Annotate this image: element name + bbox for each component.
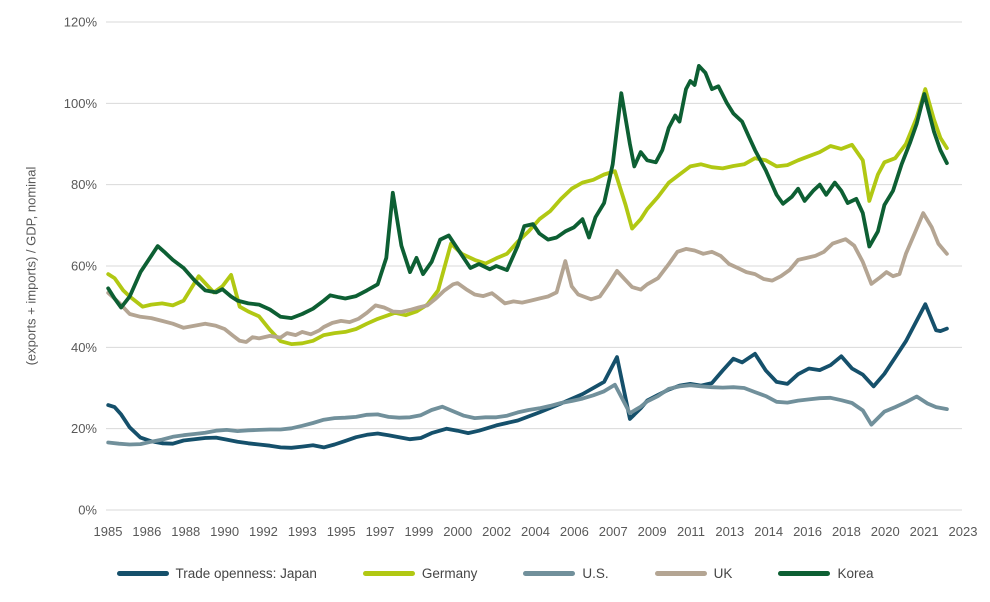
x-tick-label: 2021 <box>910 524 939 539</box>
x-tick-label: 2002 <box>482 524 511 539</box>
x-tick-label: 2011 <box>677 524 705 539</box>
legend-swatch-uk <box>654 571 707 576</box>
legend-item-u-s: U.S. <box>523 566 609 581</box>
legend-swatch-trade-openness-japan <box>116 571 169 576</box>
x-tick-label: 2009 <box>638 524 667 539</box>
x-tick-label: 1988 <box>171 524 200 539</box>
y-tick-label: 40% <box>71 340 97 355</box>
legend-swatch-u-s <box>523 571 576 576</box>
legend-label-korea: Korea <box>837 566 874 581</box>
y-tick-labels: 0% 20% 40% 60% 80% 100% 120% <box>64 15 98 518</box>
x-tick-label: 2000 <box>443 524 472 539</box>
y-tick-label: 80% <box>71 177 97 192</box>
x-tick-label: 1990 <box>210 524 239 539</box>
series-line-u-s <box>106 382 949 447</box>
legend-label-trade-openness-japan: Trade openness: Japan <box>175 566 317 581</box>
y-axis-title: (exports + imports) / GDP, nominal <box>23 166 39 366</box>
y-tick-label: 60% <box>71 259 97 274</box>
legend-item-uk: UK <box>654 566 733 581</box>
x-tick-label: 1999 <box>404 524 433 539</box>
x-tick-label: 1992 <box>249 524 278 539</box>
series-line-germany <box>106 87 949 347</box>
legend: Trade openness: Japan Germany U.S. UK Korea <box>0 566 990 581</box>
x-tick-label: 2023 <box>949 524 978 539</box>
x-tick-labels: 1985 1986 1988 1990 1992 1993 1995 1997 1999 2000… <box>94 524 978 539</box>
legend-label-uk: UK <box>713 566 733 581</box>
legend-item-korea: Korea <box>778 566 873 581</box>
legend-item-germany: Germany <box>362 566 478 581</box>
legend-swatch-korea <box>778 571 831 576</box>
x-tick-label: 2013 <box>715 524 744 539</box>
y-tick-label: 120% <box>64 15 98 30</box>
x-tick-label: 1995 <box>327 524 356 539</box>
x-tick-label: 2018 <box>832 524 861 539</box>
y-tick-label: 20% <box>71 421 97 436</box>
legend-label-germany: Germany <box>421 566 478 581</box>
x-tick-label: 2020 <box>871 524 900 539</box>
x-tick-label: 1986 <box>132 524 161 539</box>
x-tick-label: 1985 <box>94 524 123 539</box>
y-tick-label: 0% <box>78 503 97 518</box>
legend-item-trade-openness-japan: Trade openness: Japan <box>116 566 317 581</box>
series-lines <box>106 64 949 450</box>
gridlines <box>106 21 962 511</box>
x-tick-label: 2007 <box>599 524 628 539</box>
y-tick-label: 100% <box>64 96 98 111</box>
x-tick-label: 1993 <box>288 524 317 539</box>
x-tick-label: 2016 <box>793 524 822 539</box>
series-line-korea <box>106 64 949 321</box>
legend-label-u-s: U.S. <box>582 566 609 581</box>
series-line-trade-openness-japan <box>106 302 949 450</box>
x-tick-label: 2014 <box>754 524 783 539</box>
x-tick-label: 2006 <box>560 524 589 539</box>
x-tick-label: 2004 <box>521 524 550 539</box>
x-tick-label: 1997 <box>366 524 395 539</box>
series-line-uk <box>106 211 949 344</box>
legend-swatch-germany <box>362 571 415 576</box>
chart-svg: 0%20%40%60%80%100%120% 1985 1986 1988 1990 1… <box>64 15 978 540</box>
